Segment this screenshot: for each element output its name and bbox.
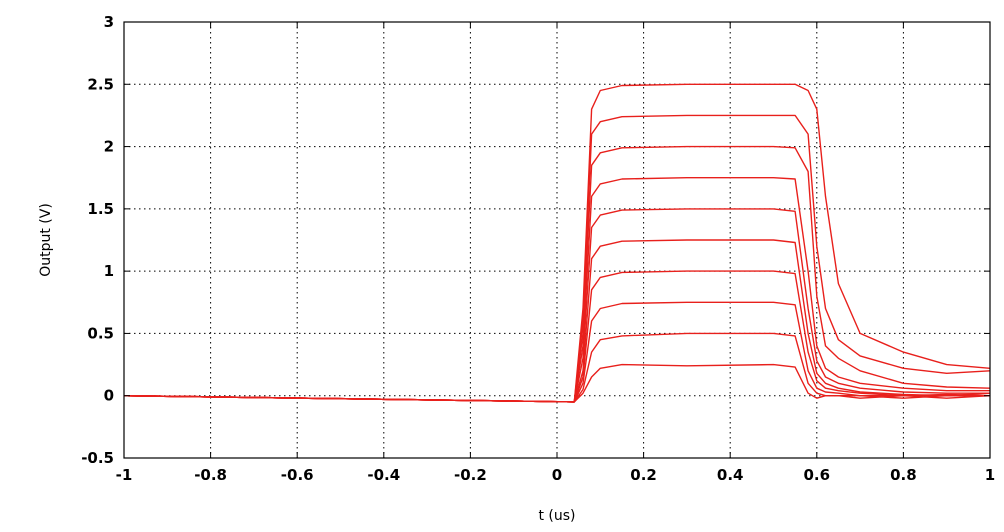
tick-labels: -1 -0.8 -0.6 -0.4 -0.2 0 0.2 0.4 0.6 0.8 1 -0.5 0 0.5… (81, 13, 995, 484)
series-line-3 (123, 301, 991, 403)
y-tick-label: 1 (104, 262, 114, 280)
x-tick-label: 0.6 (804, 466, 831, 484)
series-line-2 (123, 332, 991, 403)
x-tick-label: -0.4 (367, 466, 400, 484)
x-axis-label: t (us) (538, 508, 575, 524)
series-line-10 (123, 83, 991, 403)
x-tick-label: -1 (116, 466, 133, 484)
series-group (123, 83, 991, 403)
x-tick-label: 0.2 (630, 466, 657, 484)
y-tick-label: 1.5 (87, 200, 114, 218)
series-line-5 (123, 239, 990, 403)
series-line-6 (123, 208, 990, 403)
y-tick-label: 0.5 (87, 324, 114, 342)
x-tick-label: 1 (985, 466, 995, 484)
y-tick-label: 2.5 (87, 75, 114, 93)
x-tick-label: 0.4 (717, 466, 744, 484)
y-tick-label: -0.5 (81, 449, 114, 467)
x-tick-label: -0.6 (281, 466, 314, 484)
y-tick-label: 0 (104, 387, 114, 405)
series-line-8 (123, 145, 991, 403)
series-line-1 (123, 363, 991, 403)
y-tick-label: 3 (104, 13, 114, 31)
x-tick-label: 0 (552, 466, 562, 484)
x-tick-label: -0.2 (454, 466, 487, 484)
series-line-7 (123, 176, 990, 403)
series-line-9 (123, 114, 991, 403)
y-axis-label: Output (V) (38, 203, 54, 277)
series-line-4 (123, 270, 990, 403)
x-tick-label: -0.8 (194, 466, 227, 484)
x-tick-label: 0.8 (890, 466, 917, 484)
y-tick-label: 2 (104, 138, 114, 156)
